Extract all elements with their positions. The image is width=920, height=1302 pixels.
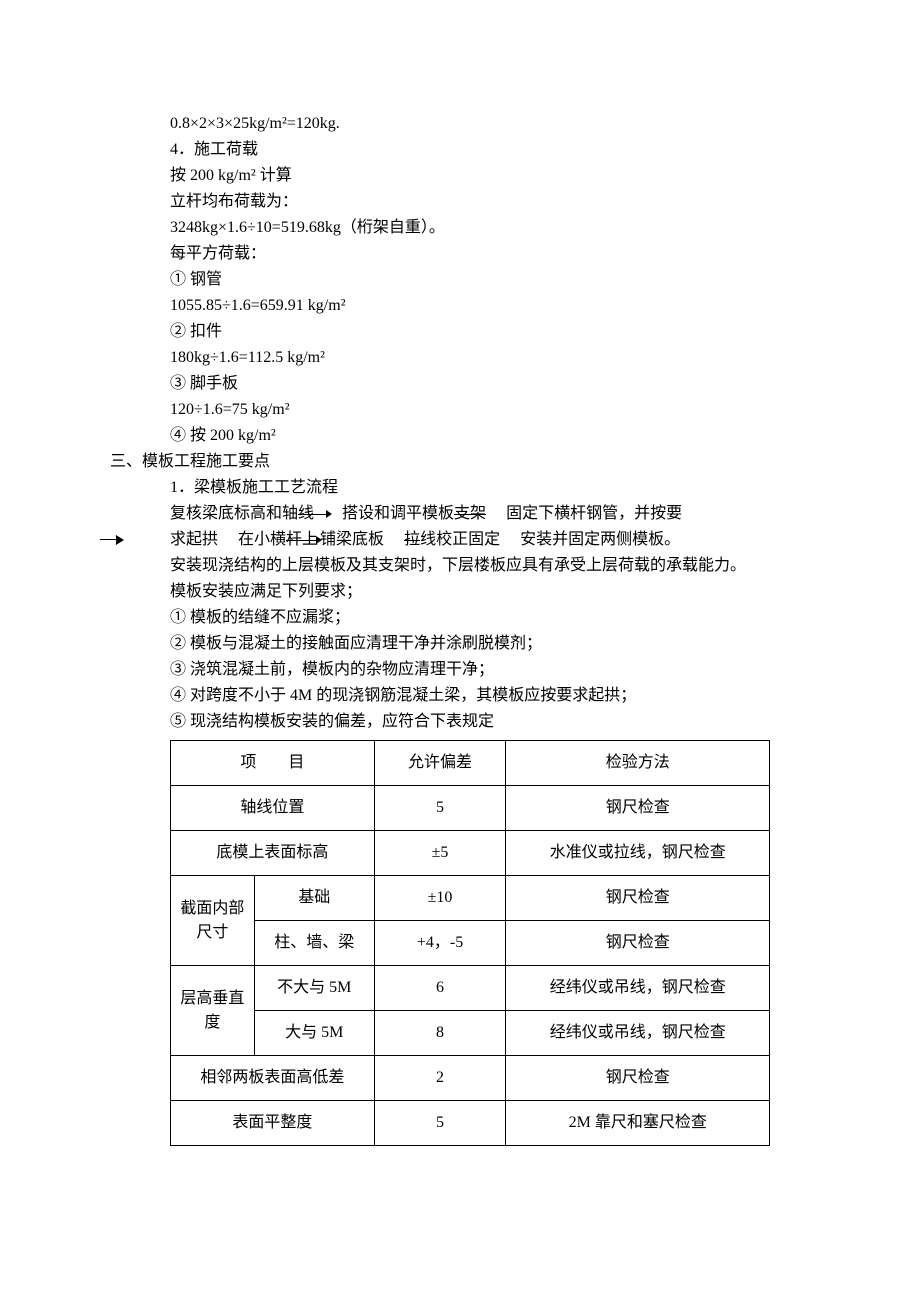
table-cell: 基础 <box>254 876 374 921</box>
table-cell: 5 <box>374 1101 506 1146</box>
requirement-line: ③ 浇筑混凝土前，模板内的杂物应清理干净； <box>170 658 770 682</box>
table-cell: 轴线位置 <box>171 786 375 831</box>
note-line: 安装现浇结构的上层模板及其支架时，下层楼板应具有承受上层荷载的承载能力。 <box>170 554 770 578</box>
table-header-row: 项 目 允许偏差 检验方法 <box>171 741 770 786</box>
flow-step: 铺梁底板 <box>320 531 384 548</box>
table-cell: 经纬仪或吊线，钢尺检查 <box>506 1011 770 1056</box>
table-cell: 水准仪或拉线，钢尺检查 <box>506 831 770 876</box>
calc-line: 每平方荷载： <box>170 242 770 266</box>
calc-line: 按 200 kg/m² 计算 <box>170 164 770 188</box>
table-cell: 8 <box>374 1011 506 1056</box>
table-cell: 钢尺检查 <box>506 921 770 966</box>
table-header: 检验方法 <box>506 741 770 786</box>
table-row: 柱、墙、梁 +4，-5 钢尺检查 <box>171 921 770 966</box>
flow-step: 复核梁底标高和轴 <box>170 505 298 522</box>
requirement-line: ② 模板与混凝土的接触面应清理干净并涂刷脱模剂； <box>170 632 770 656</box>
table-cell: 钢尺检查 <box>506 786 770 831</box>
table-cell: 柱、墙、梁 <box>254 921 374 966</box>
flow-step: 安装并固定两侧模板。 <box>520 531 680 548</box>
table-header: 项 目 <box>171 741 375 786</box>
table-cell: ±10 <box>374 876 506 921</box>
table-cell: 6 <box>374 966 506 1011</box>
table-row: 轴线位置 5 钢尺检查 <box>171 786 770 831</box>
table-cell: 2 <box>374 1056 506 1101</box>
table-cell: +4，-5 <box>374 921 506 966</box>
table-row: 底模上表面标高 ±5 水准仪或拉线，钢尺检查 <box>171 831 770 876</box>
table-row: 截面内部尺寸 基础 ±10 钢尺检查 <box>171 876 770 921</box>
table-row: 大与 5M 8 经纬仪或吊线，钢尺检查 <box>171 1011 770 1056</box>
calc-line: ② 扣件 <box>170 320 770 344</box>
table-cell: 表面平整度 <box>171 1101 375 1146</box>
requirement-line: ⑤ 现浇结构模板安装的偏差，应符合下表规定 <box>170 710 770 734</box>
table-cell: 底模上表面标高 <box>171 831 375 876</box>
calc-line: 0.8×2×3×25kg/m²=120kg. <box>170 112 770 136</box>
calc-line: 180kg÷1.6=112.5 kg/m² <box>170 346 770 370</box>
flow-step: 在小横 <box>238 531 286 548</box>
flow-step: 固定下横杆钢管，并按要 <box>506 505 682 522</box>
flow-step: 线校正固定 <box>420 531 500 548</box>
table-cell: 不大与 5M <box>254 966 374 1011</box>
table-row: 表面平整度 5 2M 靠尺和塞尺检查 <box>171 1101 770 1146</box>
table-cell: 截面内部尺寸 <box>171 876 255 966</box>
tolerance-table: 项 目 允许偏差 检验方法 轴线位置 5 钢尺检查 底模上表面标高 ±5 水准仪… <box>170 740 770 1146</box>
table-cell: 经纬仪或吊线，钢尺检查 <box>506 966 770 1011</box>
table-cell: 钢尺检查 <box>506 1056 770 1101</box>
calc-line: 3248kg×1.6÷10=519.68kg（桁架自重）。 <box>170 216 770 240</box>
table-row: 相邻两板表面高低差 2 钢尺检查 <box>171 1056 770 1101</box>
calc-line: ① 钢管 <box>170 268 770 292</box>
calc-line: 1055.85÷1.6=659.91 kg/m² <box>170 294 770 318</box>
calc-line: 120÷1.6=75 kg/m² <box>170 398 770 422</box>
calc-line: ④ 按 200 kg/m² <box>170 424 770 448</box>
section-item: 1．梁模板施工工艺流程 <box>170 476 770 500</box>
table-header: 允许偏差 <box>374 741 506 786</box>
table-cell: 大与 5M <box>254 1011 374 1056</box>
table-cell: 层高垂直度 <box>171 966 255 1056</box>
flow-step: 求起拱 <box>170 531 218 548</box>
flow-line-2: 求起拱 在小横杆上铺梁底板 拉线校正固定 安装并固定两侧模板。 <box>170 528 770 552</box>
note-line: 模板安装应满足下列要求； <box>170 580 770 604</box>
process-flow: 复核梁底标高和轴线 搭设和调平模板支架 固定下横杆钢管，并按要 求起拱 在小横杆… <box>170 502 770 552</box>
flow-line-1: 复核梁底标高和轴线 搭设和调平模板支架 固定下横杆钢管，并按要 <box>170 502 770 526</box>
document-page: 0.8×2×3×25kg/m²=120kg. 4．施工荷载 按 200 kg/m… <box>0 0 920 1302</box>
table-cell: 钢尺检查 <box>506 876 770 921</box>
flow-step-strike: 支架 <box>454 505 486 522</box>
table-cell: ±5 <box>374 831 506 876</box>
calc-line: 4．施工荷载 <box>170 138 770 162</box>
requirement-line: ① 模板的结缝不应漏浆； <box>170 606 770 630</box>
table-row: 层高垂直度 不大与 5M 6 经纬仪或吊线，钢尺检查 <box>171 966 770 1011</box>
table-cell: 5 <box>374 786 506 831</box>
calc-line: 立杆均布荷载为： <box>170 190 770 214</box>
flow-step: 搭设和调平模板 <box>342 505 454 522</box>
section-heading: 三、模板工程施工要点 <box>110 450 770 474</box>
requirement-line: ④ 对跨度不小于 4M 的现浇钢筋混凝土梁，其模板应按要求起拱； <box>170 684 770 708</box>
flow-step-strike: 拉 <box>404 531 420 548</box>
table-cell: 相邻两板表面高低差 <box>171 1056 375 1101</box>
table-cell: 2M 靠尺和塞尺检查 <box>506 1101 770 1146</box>
calc-line: ③ 脚手板 <box>170 372 770 396</box>
